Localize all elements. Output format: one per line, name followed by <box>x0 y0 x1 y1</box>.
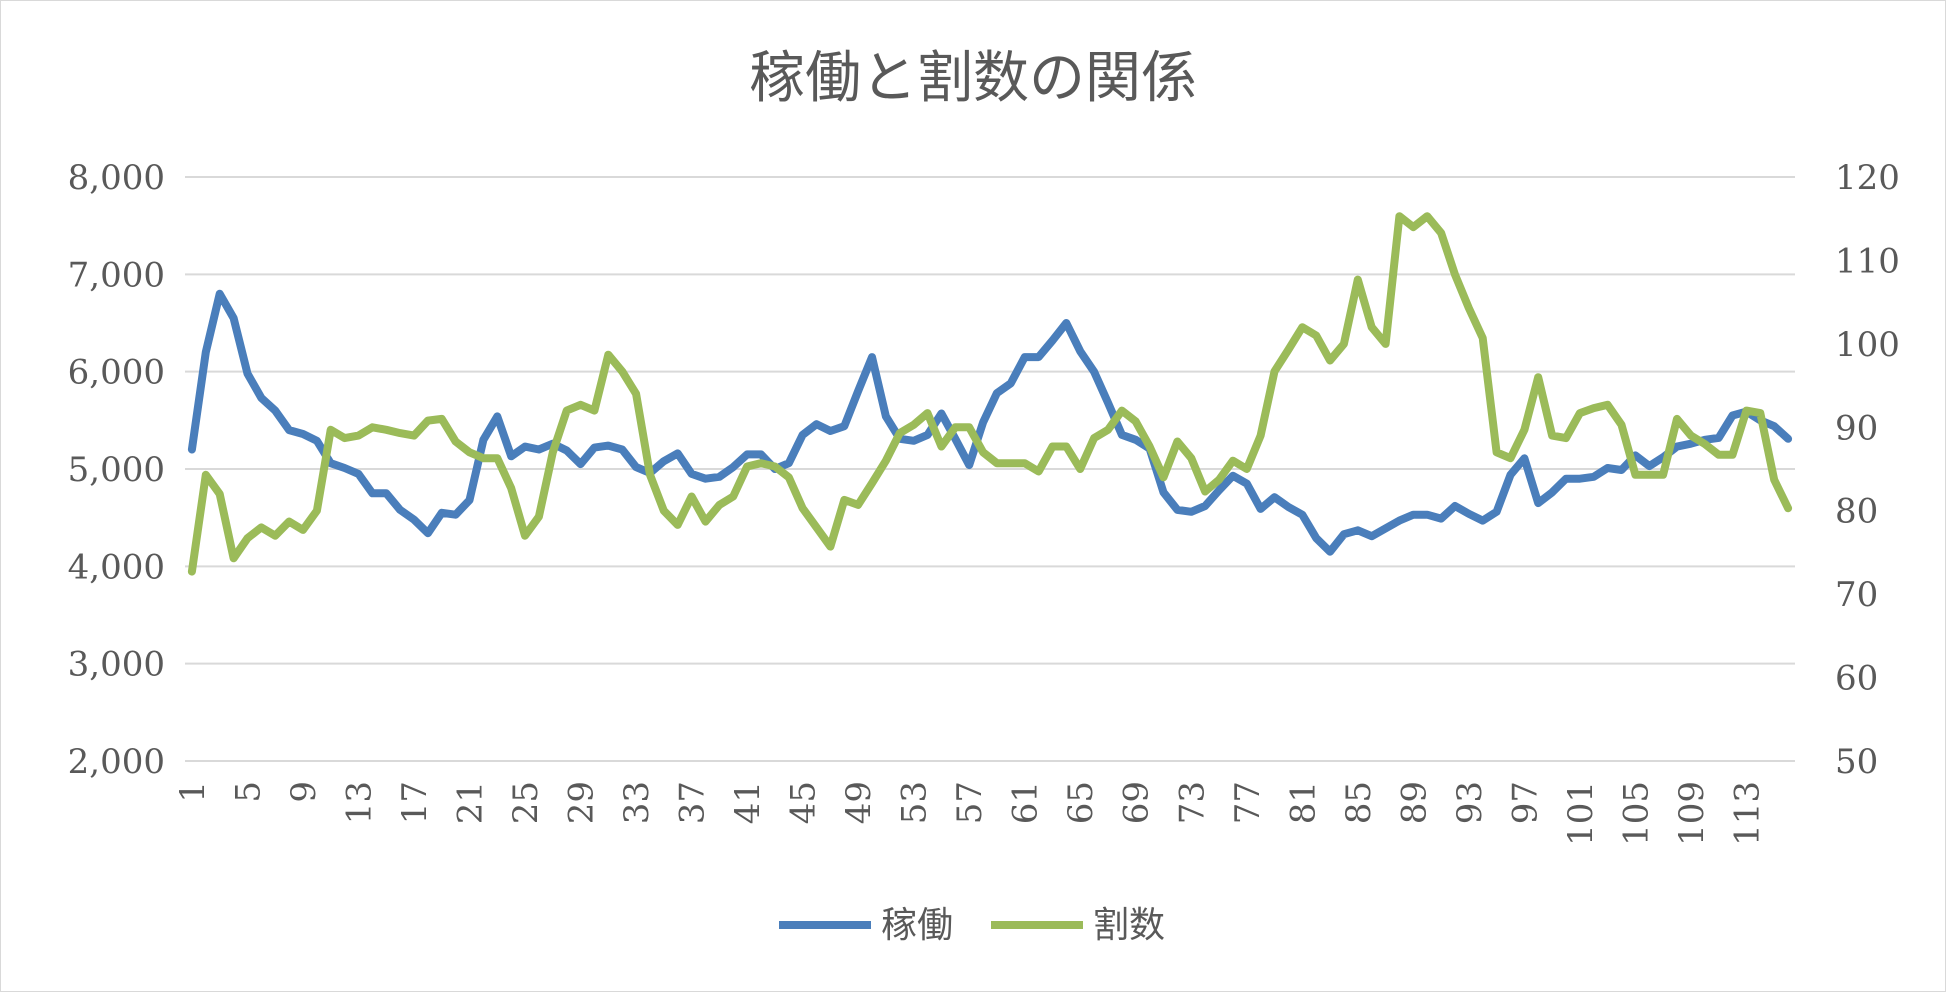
x-tick-label: 109 <box>1672 781 1712 846</box>
left-tick-label: 7,000 <box>68 255 165 295</box>
x-tick-label: 17 <box>395 781 435 824</box>
series-line-warisu <box>187 212 1793 576</box>
x-tick-label: 37 <box>673 781 713 824</box>
legend-label-warisu: 割数 <box>1093 905 1165 946</box>
x-tick-label: 113 <box>1727 781 1767 846</box>
x-tick-label: 85 <box>1339 781 1379 824</box>
x-tick-label: 21 <box>451 781 491 824</box>
x-tick-label: 1 <box>173 781 213 803</box>
legend-label-kado: 稼働 <box>881 905 953 946</box>
right-tick-label: 90 <box>1835 408 1878 448</box>
x-axis: 1 5 9 13 17 21 25 29 33 37 41 45 49 53 57 61 65 69 73 77 81 8… <box>173 781 1767 846</box>
left-tick-label: 6,000 <box>68 353 165 393</box>
x-tick-label: 93 <box>1450 781 1490 824</box>
left-tick-label: 2,000 <box>68 742 165 782</box>
right-tick-label: 60 <box>1835 659 1878 699</box>
x-tick-label: 41 <box>728 781 768 824</box>
x-tick-label: 73 <box>1172 781 1212 824</box>
x-tick-label: 61 <box>1006 781 1046 824</box>
x-tick-label: 69 <box>1117 781 1157 824</box>
x-tick-label: 33 <box>617 781 657 824</box>
right-tick-label: 50 <box>1835 742 1878 782</box>
right-tick-label: 120 <box>1835 158 1900 198</box>
x-tick-label: 29 <box>562 781 602 824</box>
x-tick-label: 25 <box>506 781 546 824</box>
x-tick-label: 9 <box>284 781 324 803</box>
x-tick-label: 89 <box>1394 781 1434 824</box>
x-tick-label: 65 <box>1061 781 1101 824</box>
x-tick-label: 105 <box>1616 781 1656 846</box>
x-tick-label: 49 <box>839 781 879 824</box>
chart-title: 稼働と割数の関係 <box>749 46 1197 111</box>
x-tick-label: 53 <box>895 781 935 824</box>
left-y-axis: 2,000 3,000 4,000 5,000 6,000 7,000 8,000 <box>68 158 165 782</box>
x-tick-label: 81 <box>1283 781 1323 824</box>
x-tick-label: 57 <box>950 781 990 824</box>
gridlines <box>185 176 1795 762</box>
left-tick-label: 8,000 <box>68 158 165 198</box>
left-tick-label: 3,000 <box>68 645 165 685</box>
x-tick-label: 77 <box>1228 781 1268 824</box>
left-tick-label: 5,000 <box>68 450 165 490</box>
right-tick-label: 70 <box>1835 575 1878 615</box>
right-tick-label: 110 <box>1835 241 1900 281</box>
left-tick-label: 4,000 <box>68 547 165 587</box>
x-tick-label: 13 <box>339 781 379 824</box>
x-tick-label: 5 <box>228 781 268 803</box>
x-tick-label: 101 <box>1561 781 1601 846</box>
right-y-axis: 50 60 70 80 90 100 110 120 <box>1835 158 1900 782</box>
x-tick-label: 97 <box>1505 781 1545 824</box>
right-tick-label: 100 <box>1835 325 1900 365</box>
series-line-kado <box>187 289 1793 556</box>
legend: 稼働 割数 <box>779 905 1165 946</box>
x-tick-label: 45 <box>784 781 824 824</box>
right-tick-label: 80 <box>1835 492 1878 532</box>
series-layer <box>187 212 1793 576</box>
